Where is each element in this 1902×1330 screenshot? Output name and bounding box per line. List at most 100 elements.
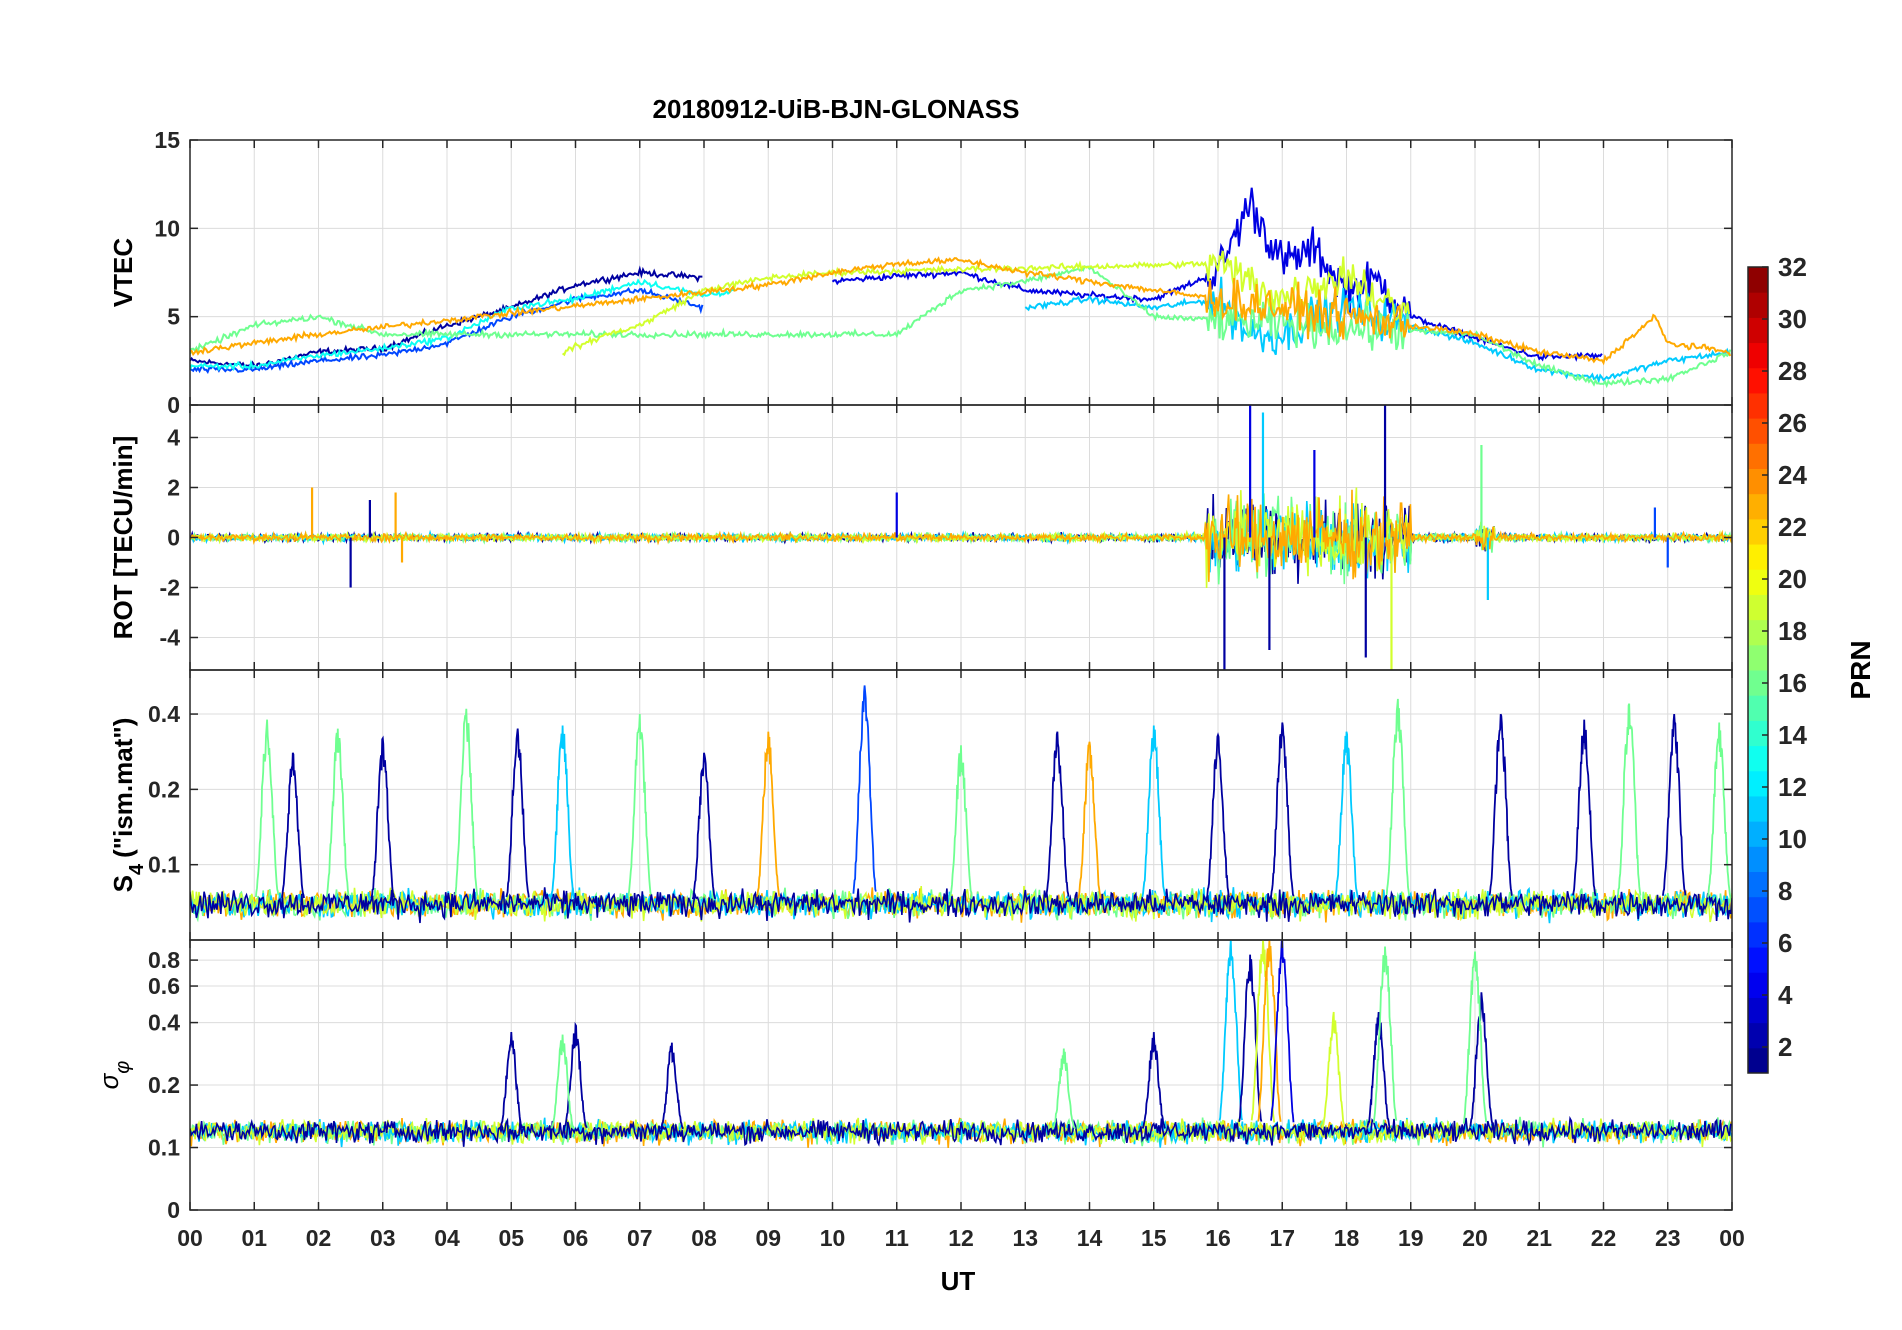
- peak-prn-16: [1462, 951, 1488, 1124]
- peak-prn-2: [1045, 731, 1070, 898]
- y-axis-label-part: ("ism.mat"): [108, 718, 138, 858]
- colorbar-band: [1748, 745, 1768, 772]
- series-line-prn-19: [561, 250, 1411, 357]
- peak-prn-2: [505, 728, 530, 898]
- colorbar-band: [1748, 342, 1768, 369]
- colorbar-band: [1748, 1047, 1768, 1074]
- colorbar-band: [1748, 795, 1768, 822]
- peak-prn-16: [1385, 698, 1410, 896]
- peak-prn-19: [1321, 1011, 1346, 1129]
- peak-prn-2: [659, 1042, 684, 1130]
- colorbar-band: [1748, 821, 1768, 847]
- y-tick-label: 0.1: [148, 1135, 180, 1161]
- x-tick-label: 18: [1334, 1225, 1360, 1251]
- traces: [190, 940, 1732, 1149]
- x-tick-label: 06: [563, 1225, 589, 1251]
- traces: [190, 405, 1732, 670]
- colorbar-band: [1748, 619, 1768, 646]
- colorbar-tick-label: 18: [1778, 616, 1807, 646]
- peak-prn-2: [1469, 992, 1494, 1127]
- x-tick-label: 00: [177, 1225, 203, 1251]
- peak-prn-16: [454, 708, 479, 896]
- x-tick-label: 03: [370, 1225, 396, 1251]
- x-tick-label: 07: [627, 1225, 653, 1251]
- x-tick-label: 16: [1205, 1225, 1231, 1251]
- colorbar-band: [1748, 569, 1768, 595]
- panel-sigma_phi: 0 0.1 0.2 0.4 0.60.8 σφ: [94, 939, 1733, 1223]
- peak-prn-2: [1662, 714, 1687, 896]
- colorbar-band: [1748, 392, 1768, 419]
- y-axis-label-part: φ: [112, 1061, 134, 1074]
- colorbar-band: [1748, 644, 1768, 671]
- series-line-prn-2: [190, 1115, 1732, 1147]
- y-tick-label: 5: [167, 304, 180, 330]
- colorbar-tick-label: 28: [1778, 356, 1807, 386]
- y-tick-label: 0: [167, 1197, 180, 1223]
- colorbar-band: [1748, 972, 1768, 998]
- y-tick-label: 0.4: [148, 1010, 180, 1036]
- peak-prn-2: [1572, 719, 1597, 897]
- peak-prn-2: [499, 1032, 524, 1129]
- peak-prn-4: [1270, 940, 1295, 1123]
- colorbar-band: [1748, 518, 1768, 545]
- colorbar-band: [1748, 594, 1768, 621]
- colorbar-tick-label: 16: [1778, 668, 1807, 698]
- panel-rot: -4 -2 0 2 4 ROT [TECU/min]: [108, 404, 1733, 671]
- peak-prn-16: [1051, 1048, 1076, 1130]
- series-line-prn-23: [190, 489, 1732, 582]
- x-tick-label: 08: [691, 1225, 717, 1251]
- colorbar-tick-label: 8: [1778, 876, 1792, 906]
- colorbar-band: [1748, 443, 1768, 469]
- peak-prn-11: [1218, 940, 1243, 1121]
- colorbar-tick-label: 14: [1778, 720, 1807, 750]
- y-tick-label: 0: [167, 525, 180, 551]
- y-tick-label: 0.1: [148, 852, 180, 878]
- colorbar-tick-label: 6: [1778, 928, 1792, 958]
- y-tick-label: 0: [167, 392, 180, 418]
- grid: [189, 940, 1733, 1210]
- colorbar-tick-label: 20: [1778, 564, 1807, 594]
- peak-prn-16: [325, 728, 350, 898]
- x-tick-label: 12: [948, 1225, 974, 1251]
- series-line-prn-16: [190, 265, 1732, 389]
- colorbar-tick-label: 12: [1778, 772, 1807, 802]
- peak-prn-23: [756, 731, 781, 898]
- peak-prn-16: [255, 719, 280, 898]
- colorbar-band: [1748, 997, 1768, 1024]
- colorbar-band: [1748, 493, 1768, 520]
- y-axis-label: ROT [TECU/min]: [108, 436, 138, 640]
- peak-prn-2: [1205, 732, 1231, 899]
- x-tick-label: 21: [1526, 1225, 1552, 1251]
- colorbar-tick-label: 2: [1778, 1032, 1792, 1062]
- peak-prn-23: [1077, 741, 1102, 899]
- x-tick-label: 20: [1462, 1225, 1488, 1251]
- y-tick-label: 0.6: [148, 973, 180, 999]
- x-tick-label: 23: [1655, 1225, 1681, 1251]
- colorbar-band: [1748, 896, 1768, 923]
- peak-prn-11: [550, 725, 575, 898]
- colorbar-band: [1748, 468, 1768, 495]
- peak-prn-11: [1334, 731, 1359, 898]
- peak-prn-11: [1141, 725, 1166, 898]
- y-axis-label-part: 4: [126, 863, 148, 875]
- peak-prn-16: [948, 745, 974, 899]
- x-tick-label: 22: [1591, 1225, 1617, 1251]
- y-axis-label: VTEC: [108, 238, 138, 308]
- panels: 0 5 10 15 VTEC -4 -2 0 2 4 ROT [TECU/min] 0.1 0.2 0.4…: [94, 127, 1733, 1223]
- x-tick-label: 11: [885, 1225, 910, 1251]
- traces: [190, 187, 1732, 389]
- x-tick-label: 13: [1012, 1225, 1038, 1251]
- series-line-prn-23: [190, 256, 1732, 366]
- series-line-prn-13: [190, 278, 736, 372]
- peak-prn-16: [1617, 703, 1642, 896]
- panel-s4: 0.1 0.2 0.4 S4 ("ism.mat"): [108, 669, 1733, 941]
- peak-prn-16: [1707, 722, 1732, 898]
- colorbar-band: [1748, 947, 1768, 973]
- colorbar-frame: [1747, 266, 1769, 1074]
- y-tick-label: 0.2: [148, 1072, 180, 1098]
- traces: [190, 685, 1732, 924]
- colorbar-tick-label: 26: [1778, 408, 1807, 438]
- x-tick-label: 14: [1077, 1225, 1103, 1251]
